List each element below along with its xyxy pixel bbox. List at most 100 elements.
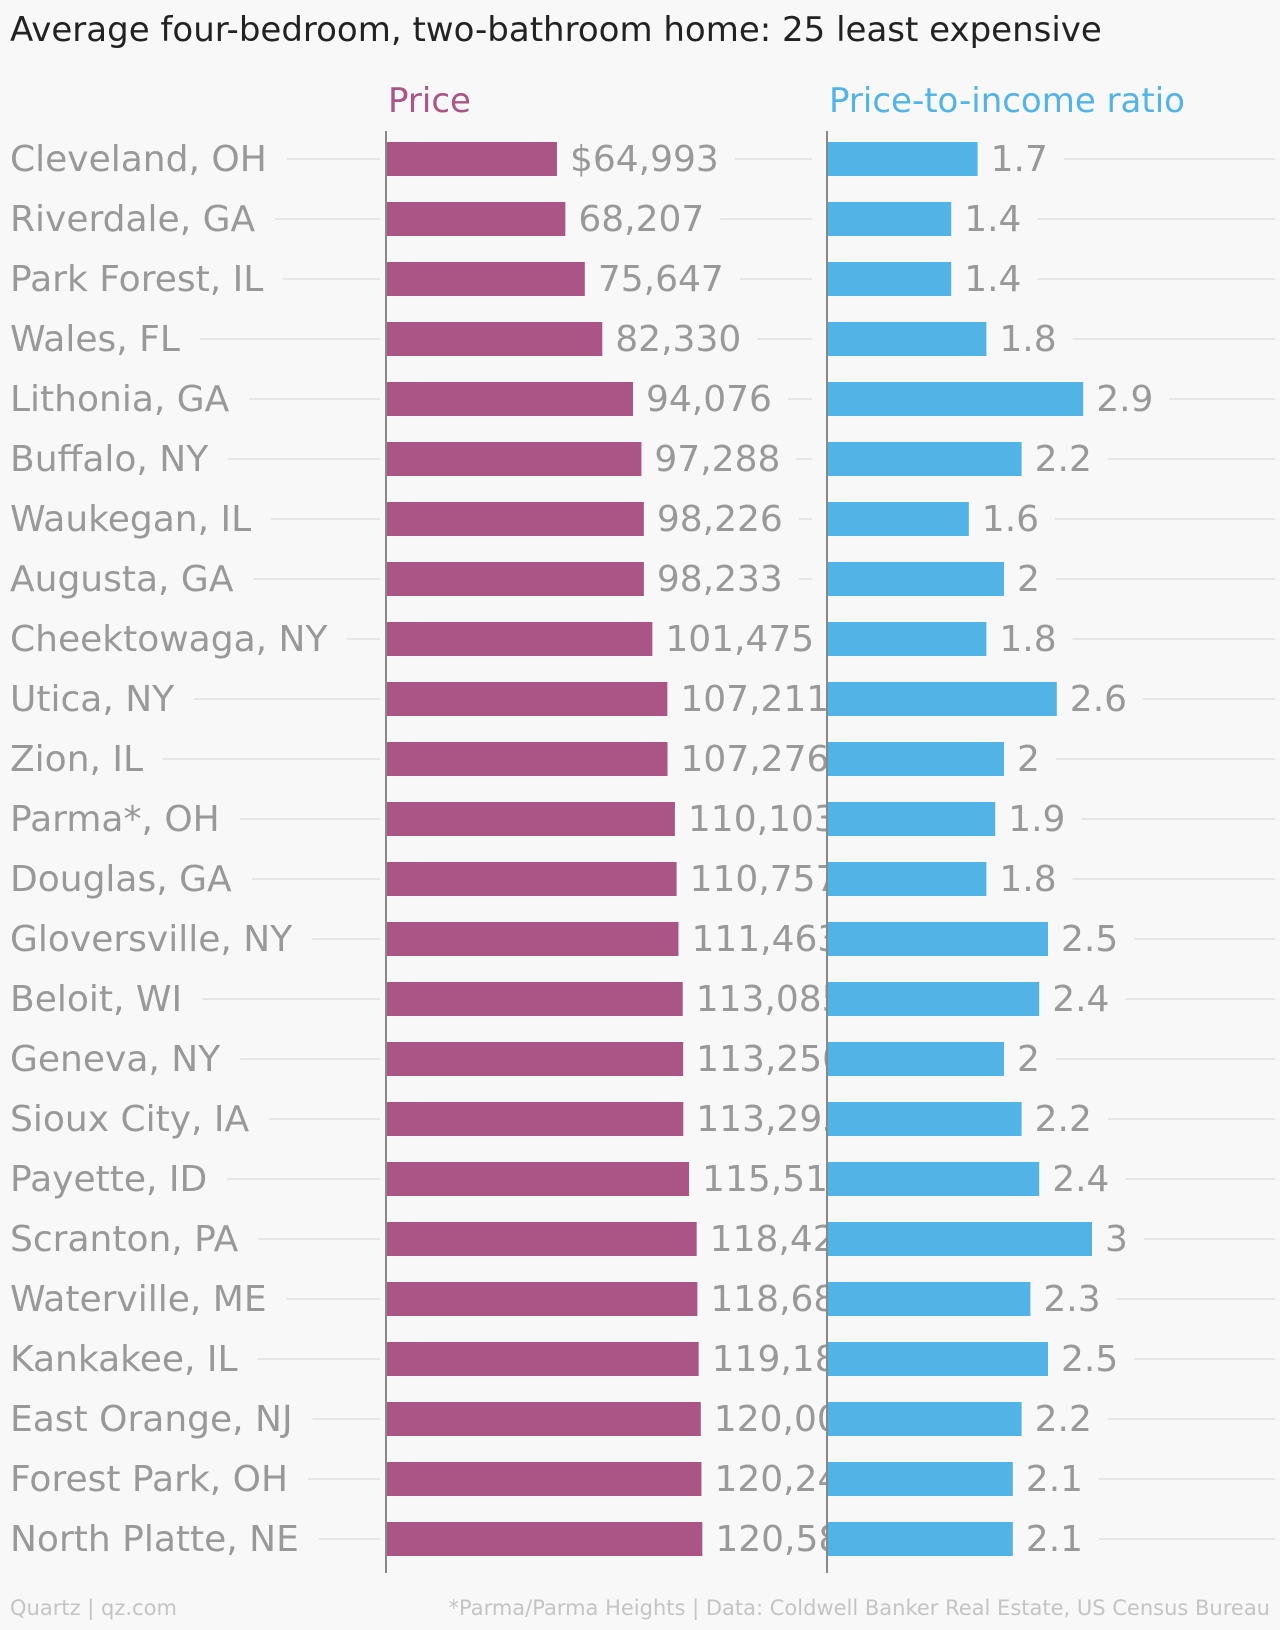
- price-bar: [387, 1462, 702, 1496]
- category-label: Gloversville, NY: [10, 919, 293, 960]
- ratio-value-label: 2.6: [1070, 679, 1127, 720]
- price-bar: [387, 982, 683, 1016]
- ratio-value-label: 2.1: [1026, 1519, 1083, 1560]
- series-header-ratio: Price-to-income ratio: [829, 81, 1185, 121]
- category-label: East Orange, NJ: [10, 1399, 293, 1440]
- ratio-bar: [828, 922, 1048, 956]
- category-label: Cleveland, OH: [10, 139, 267, 180]
- price-value-label: 113,085: [696, 979, 845, 1020]
- category-label: Augusta, GA: [10, 559, 234, 600]
- ratio-value-label: 2.9: [1096, 379, 1153, 420]
- price-value-label: 107,276: [681, 739, 830, 780]
- price-value-label: 113,250: [696, 1039, 845, 1080]
- category-label: Geneva, NY: [10, 1039, 221, 1080]
- ratio-bar: [828, 1342, 1048, 1376]
- price-bar: [387, 562, 644, 596]
- price-bar: [387, 922, 679, 956]
- price-bar: [387, 622, 653, 656]
- ratio-bar: [828, 142, 978, 176]
- category-label: Parma*, OH: [10, 799, 220, 840]
- price-bar: [387, 1282, 698, 1316]
- price-bar: [387, 802, 675, 836]
- series-header-price: Price: [388, 81, 471, 121]
- price-value-label: 75,647: [598, 259, 724, 300]
- price-bar: [387, 682, 668, 716]
- price-value-label: $64,993: [570, 139, 719, 180]
- price-bar: [387, 1342, 699, 1376]
- price-value-label: 98,233: [657, 559, 783, 600]
- ratio-bar: [828, 1042, 1004, 1076]
- category-label: Waukegan, IL: [10, 499, 251, 540]
- footer-note: *Parma/Parma Heights | Data: Coldwell Ba…: [448, 1596, 1270, 1620]
- ratio-bar: [828, 862, 987, 896]
- category-label: Scranton, PA: [10, 1219, 239, 1260]
- price-bar: [387, 1042, 684, 1076]
- price-bar: [387, 442, 642, 476]
- category-label: North Platte, NE: [10, 1519, 299, 1560]
- category-label: Sioux City, IA: [10, 1099, 250, 1140]
- price-value-label: 82,330: [615, 319, 741, 360]
- category-label: Kankakee, IL: [10, 1339, 238, 1380]
- ratio-value-label: 1.4: [964, 259, 1021, 300]
- ratio-value-label: 3: [1105, 1219, 1128, 1260]
- ratio-value-label: 2: [1017, 1039, 1040, 1080]
- ratio-value-label: 2: [1017, 739, 1040, 780]
- ratio-bar: [828, 262, 952, 296]
- ratio-bar: [828, 1522, 1013, 1556]
- ratio-value-label: 2.3: [1043, 1279, 1100, 1320]
- price-value-label: 111,463: [691, 919, 840, 960]
- ratio-value-label: 2.5: [1061, 919, 1118, 960]
- category-label: Buffalo, NY: [10, 439, 209, 480]
- ratio-value-label: 2.4: [1052, 979, 1109, 1020]
- price-bar: [387, 862, 677, 896]
- price-bar: [387, 1162, 690, 1196]
- category-label: Wales, FL: [10, 319, 180, 360]
- price-value-label: 94,076: [646, 379, 772, 420]
- ratio-value-label: 1.8: [999, 619, 1056, 660]
- ratio-bar: [828, 1462, 1013, 1496]
- price-bar: [387, 1102, 684, 1136]
- ratio-bar: [828, 442, 1022, 476]
- price-bar: [387, 202, 566, 236]
- ratio-bar: [828, 202, 952, 236]
- category-label: Payette, ID: [10, 1159, 207, 1200]
- ratio-value-label: 1.6: [982, 499, 1039, 540]
- price-value-label: 107,211: [680, 679, 829, 720]
- category-label: Zion, IL: [10, 739, 143, 780]
- category-label: Park Forest, IL: [10, 259, 263, 300]
- price-bar: [387, 322, 603, 356]
- ratio-value-label: 1.7: [991, 139, 1048, 180]
- category-label: Utica, NY: [10, 679, 175, 720]
- price-value-label: 110,103: [688, 799, 837, 840]
- price-bar: [387, 142, 557, 176]
- ratio-value-label: 2.4: [1052, 1159, 1109, 1200]
- price-bar: [387, 742, 668, 776]
- ratio-bar: [828, 982, 1040, 1016]
- ratio-value-label: 2: [1017, 559, 1040, 600]
- price-value-label: 98,226: [657, 499, 783, 540]
- ratio-value-label: 2.2: [1035, 1399, 1092, 1440]
- ratio-value-label: 1.4: [964, 199, 1021, 240]
- price-bar: [387, 502, 644, 536]
- chart-title: Average four-bedroom, two-bathroom home:…: [10, 10, 1102, 50]
- footer-brand: Quartz | qz.com: [10, 1596, 177, 1620]
- ratio-value-label: 1.9: [1008, 799, 1065, 840]
- category-label: Cheektowaga, NY: [10, 619, 328, 660]
- ratio-value-label: 2.5: [1061, 1339, 1118, 1380]
- price-bar: [387, 1222, 697, 1256]
- ratio-value-label: 1.8: [999, 319, 1056, 360]
- ratio-value-label: 2.2: [1035, 439, 1092, 480]
- ratio-bar: [828, 742, 1004, 776]
- ratio-value-label: 2.2: [1035, 1099, 1092, 1140]
- ratio-bar: [828, 322, 987, 356]
- ratio-value-label: 1.8: [999, 859, 1056, 900]
- price-value-label: 101,475: [665, 619, 814, 660]
- category-label: Forest Park, OH: [10, 1459, 288, 1500]
- price-value-label: 110,757: [690, 859, 839, 900]
- ratio-bar: [828, 1102, 1022, 1136]
- ratio-bar: [828, 802, 996, 836]
- price-bar: [387, 382, 634, 416]
- ratio-value-label: 2.1: [1026, 1459, 1083, 1500]
- ratio-bar: [828, 682, 1057, 716]
